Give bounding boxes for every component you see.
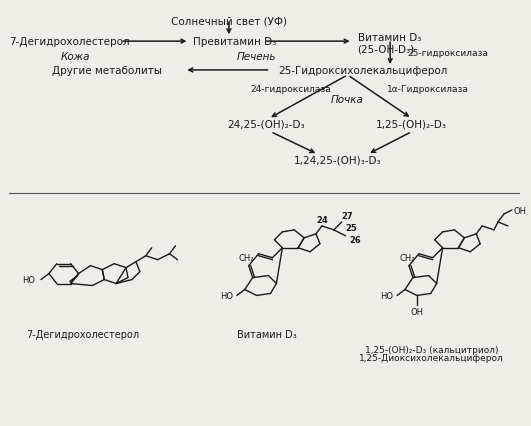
Text: 25: 25 xyxy=(346,224,357,233)
Text: 24-гидроксилаза: 24-гидроксилаза xyxy=(251,85,331,94)
Text: HO: HO xyxy=(380,291,393,300)
Text: Печень: Печень xyxy=(237,52,276,62)
Text: 25-гидроксилаза: 25-гидроксилаза xyxy=(407,49,488,58)
Text: 24,25-(OH)₂-D₃: 24,25-(OH)₂-D₃ xyxy=(227,119,305,129)
Text: Другие метаболиты: Другие метаболиты xyxy=(52,66,162,76)
Text: OH: OH xyxy=(410,308,423,317)
Text: 1,25-Диоксихолекальциферол: 1,25-Диоксихолекальциферол xyxy=(359,353,504,362)
Text: HO: HO xyxy=(220,291,233,300)
Text: Витамин D₃: Витамин D₃ xyxy=(237,329,296,340)
Text: Витамин D₃
(25-OH-D₃): Витамин D₃ (25-OH-D₃) xyxy=(357,33,421,55)
Text: OH: OH xyxy=(514,206,527,215)
Text: 7-Дегидрохолестерол: 7-Дегидрохолестерол xyxy=(10,37,130,47)
Text: HO: HO xyxy=(22,276,35,285)
Text: 24: 24 xyxy=(316,216,328,225)
Text: 1,25-(OH)₂-D₃: 1,25-(OH)₂-D₃ xyxy=(375,119,447,129)
Text: Солнечный свет (УФ): Солнечный свет (УФ) xyxy=(171,16,287,26)
Text: Кожа: Кожа xyxy=(61,52,90,62)
Text: 7-Дегидрохолестерол: 7-Дегидрохолестерол xyxy=(26,329,139,340)
Text: 25-Гидроксихолекальциферол: 25-Гидроксихолекальциферол xyxy=(278,66,448,76)
Text: CH₂: CH₂ xyxy=(399,253,415,262)
Text: Почка: Почка xyxy=(331,95,364,104)
Text: 27: 27 xyxy=(341,211,353,220)
Text: CH₂: CH₂ xyxy=(239,253,254,262)
Text: 1α-Гидроксилаза: 1α-Гидроксилаза xyxy=(387,85,469,94)
Text: Превитамин D₃: Превитамин D₃ xyxy=(193,37,277,47)
Text: 1,24,25-(OH)₃-D₃: 1,24,25-(OH)₃-D₃ xyxy=(294,155,382,165)
Text: 26: 26 xyxy=(349,236,362,245)
Text: 1,25-(OH)₂-D₃ (кальцитриол): 1,25-(OH)₂-D₃ (кальцитриол) xyxy=(365,345,499,354)
